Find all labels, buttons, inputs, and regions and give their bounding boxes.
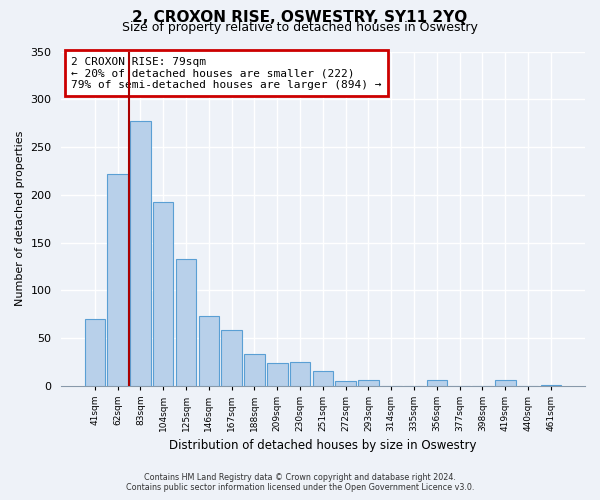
Bar bbox=[221, 330, 242, 386]
Text: Size of property relative to detached houses in Oswestry: Size of property relative to detached ho… bbox=[122, 22, 478, 35]
Bar bbox=[541, 385, 561, 386]
Bar bbox=[199, 316, 219, 386]
Bar bbox=[290, 362, 310, 386]
Bar bbox=[244, 354, 265, 386]
Bar bbox=[107, 174, 128, 386]
Bar bbox=[313, 372, 333, 386]
Bar bbox=[130, 121, 151, 386]
Bar bbox=[267, 363, 287, 386]
Text: 2, CROXON RISE, OSWESTRY, SY11 2YQ: 2, CROXON RISE, OSWESTRY, SY11 2YQ bbox=[133, 10, 467, 25]
Bar bbox=[85, 319, 105, 386]
Bar bbox=[427, 380, 447, 386]
Text: 2 CROXON RISE: 79sqm
← 20% of detached houses are smaller (222)
79% of semi-deta: 2 CROXON RISE: 79sqm ← 20% of detached h… bbox=[71, 56, 382, 90]
Y-axis label: Number of detached properties: Number of detached properties bbox=[15, 131, 25, 306]
Bar bbox=[335, 381, 356, 386]
Bar bbox=[495, 380, 515, 386]
Bar bbox=[176, 258, 196, 386]
Bar bbox=[358, 380, 379, 386]
Text: Contains HM Land Registry data © Crown copyright and database right 2024.
Contai: Contains HM Land Registry data © Crown c… bbox=[126, 473, 474, 492]
Bar bbox=[153, 202, 173, 386]
X-axis label: Distribution of detached houses by size in Oswestry: Distribution of detached houses by size … bbox=[169, 440, 476, 452]
